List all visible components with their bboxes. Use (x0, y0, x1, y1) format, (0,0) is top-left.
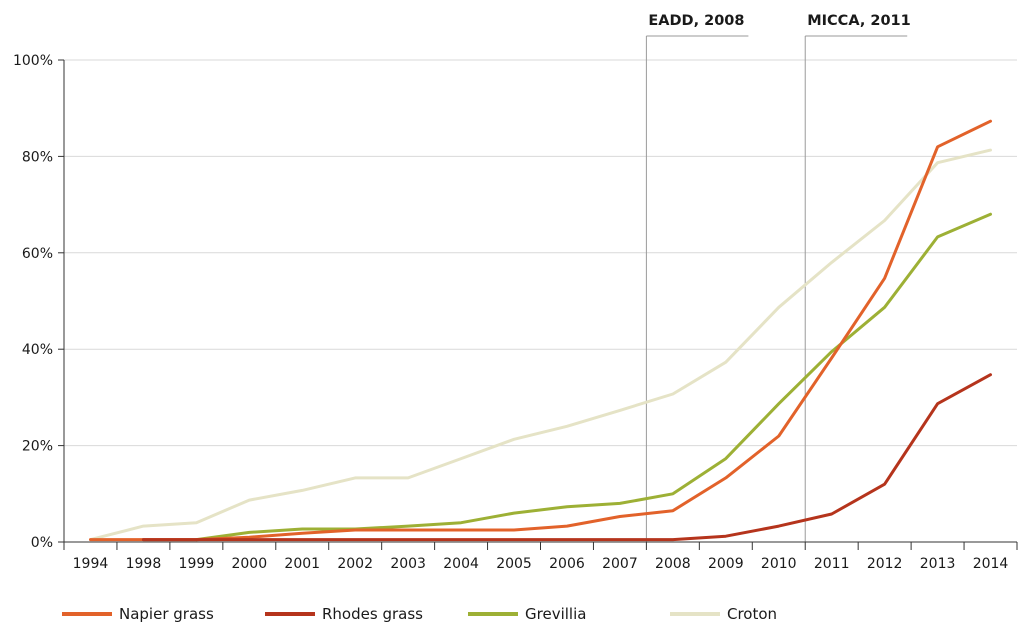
grid (64, 59, 1017, 447)
legend-label: Croton (727, 605, 777, 623)
x-tick-label: 2012 (867, 556, 903, 572)
y-tick-label: 80% (22, 149, 53, 165)
x-tick-label: 2003 (390, 556, 426, 572)
annotations: EADD, 2008 MICCA, 2011 (645, 13, 911, 542)
y-tick-label: 100% (13, 53, 53, 69)
y-tick-label: 40% (22, 342, 53, 358)
axes: 0% 20% 40% 60% 80% 100% 1994 1998 1999 2000 2001 20… (13, 53, 1018, 572)
x-tick-label: 2009 (708, 556, 744, 572)
x-tick-label: 1999 (179, 556, 215, 572)
x-tick-label: 2011 (814, 556, 850, 572)
x-tick-label: 2006 (549, 556, 585, 572)
x-tick-label: 2001 (284, 556, 320, 572)
x-tick-label: 1994 (73, 556, 109, 572)
y-tick-label: 20% (22, 439, 53, 455)
series-line-grevillia (194, 212, 992, 542)
legend: Napier grass Rhodes grass Grevillia Croton (62, 605, 777, 623)
y-tick-label: 60% (22, 246, 53, 262)
x-tick-label: 2004 (443, 556, 479, 572)
x-tick-label: 2008 (655, 556, 691, 572)
x-tick-label: 2000 (231, 556, 267, 572)
series-line-rhodes-grass (141, 373, 992, 542)
x-tick-label: 2002 (337, 556, 373, 572)
annotation-label: MICCA, 2011 (807, 13, 911, 29)
series-line-croton (89, 148, 992, 542)
legend-label: Rhodes grass (322, 605, 423, 623)
legend-label: Napier grass (119, 605, 214, 623)
legend-label: Grevillia (525, 605, 586, 623)
x-tick-label: 2013 (920, 556, 956, 572)
annotation-label: EADD, 2008 (648, 13, 744, 29)
y-tick-label: 0% (31, 535, 53, 551)
series (89, 119, 992, 542)
x-tick-label: 2005 (496, 556, 532, 572)
series-line-napier-grass (89, 119, 992, 542)
x-tick-label: 2007 (602, 556, 638, 572)
x-tick-label: 2014 (973, 556, 1009, 572)
x-tick-label: 2010 (761, 556, 797, 572)
x-tick-label: 1998 (126, 556, 162, 572)
